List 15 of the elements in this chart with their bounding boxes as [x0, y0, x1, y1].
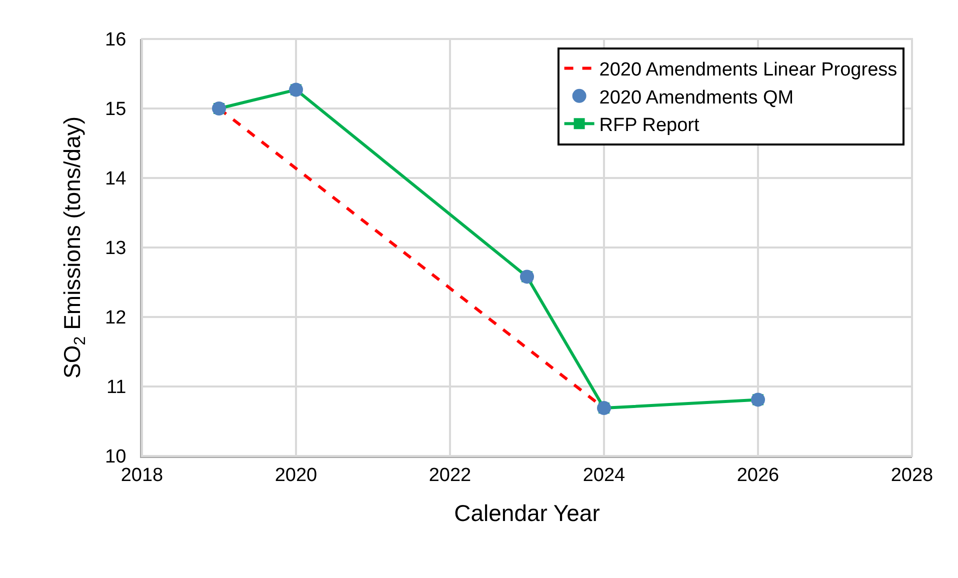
y-tick-label: 13: [105, 238, 126, 260]
x-tick-label: 2022: [428, 464, 472, 486]
y-tick-label: 16: [105, 30, 126, 51]
y-tick-label: 12: [105, 308, 126, 329]
x-axis-title: Calendar Year: [454, 500, 600, 526]
x-tick-label: 2026: [736, 464, 780, 486]
x-tick-label: 2020: [274, 464, 318, 486]
y-tick-label: 15: [105, 99, 126, 120]
y-tick-label: 14: [105, 168, 127, 190]
y-tick-label: 11: [106, 377, 126, 398]
x-tick-label: 2024: [582, 464, 626, 486]
legend-label: RFP Report: [599, 115, 700, 136]
x-tick-label: 2028: [890, 464, 934, 486]
legend-label: 2020 Amendments Linear Progress: [599, 60, 898, 81]
legend-label: 2020 Amendments QM: [599, 87, 794, 108]
